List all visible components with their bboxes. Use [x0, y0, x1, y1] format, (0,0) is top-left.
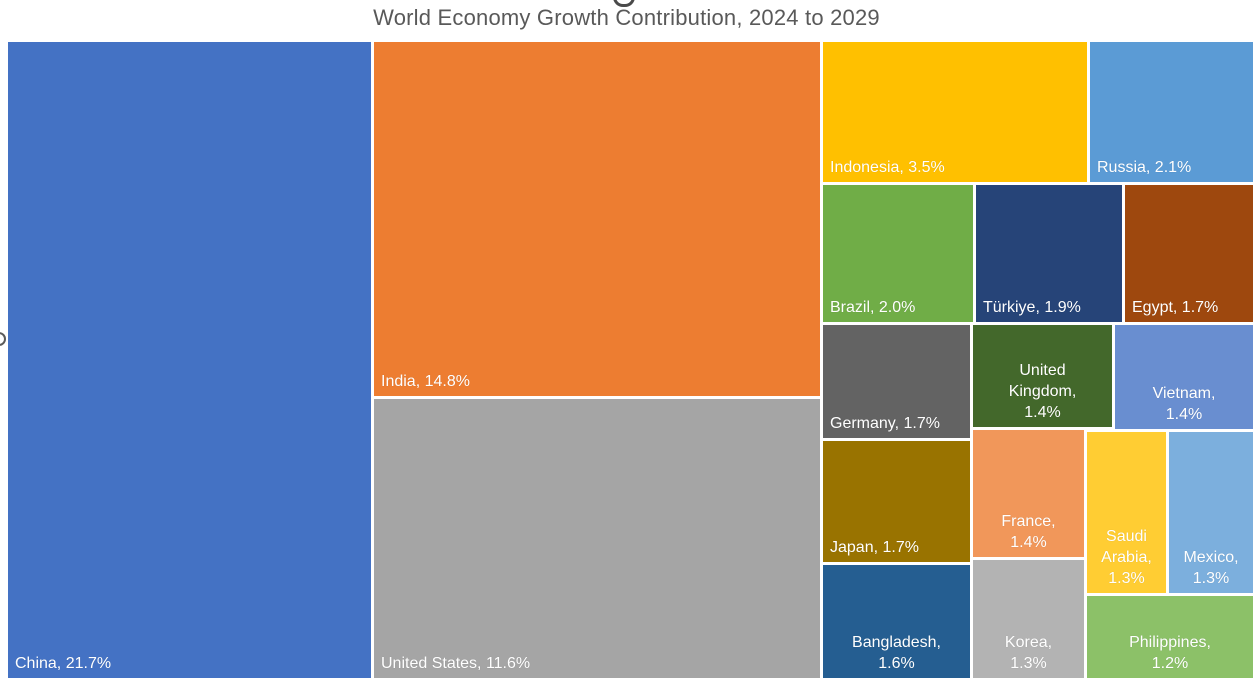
treemap-cell-label-mexico: Mexico, 1.3% [1183, 548, 1239, 587]
treemap-cell-label-egypt: Egypt, 1.7% [1132, 298, 1219, 316]
treemap-cell-indonesia[interactable]: Indonesia, 3.5% [823, 42, 1087, 182]
treemap-cell-turkiye[interactable]: Türkiye, 1.9% [976, 185, 1122, 322]
treemap-cell-label-brazil: Brazil, 2.0% [830, 298, 916, 316]
treemap-cell-united-states[interactable]: United States, 11.6% [374, 399, 820, 678]
treemap-cell-vietnam[interactable]: Vietnam, 1.4% [1115, 325, 1253, 429]
treemap-cell-label-turkiye: Türkiye, 1.9% [983, 298, 1081, 316]
treemap-cell-korea[interactable]: Korea, 1.3% [973, 560, 1084, 678]
treemap-cell-label-united-kingdom: United Kingdom, 1.4% [1008, 361, 1077, 421]
treemap-cell-russia[interactable]: Russia, 2.1% [1090, 42, 1253, 182]
treemap-cell-japan[interactable]: Japan, 1.7% [823, 441, 970, 562]
treemap-cell-label-philippines: Philippines, 1.2% [1129, 633, 1211, 672]
treemap-cell-label-saudi-arabia: Saudi Arabia, 1.3% [1101, 527, 1152, 587]
treemap-cell-united-kingdom[interactable]: United Kingdom, 1.4% [973, 325, 1112, 427]
treemap-cell-mexico[interactable]: Mexico, 1.3% [1169, 432, 1253, 593]
treemap-cell-label-vietnam: Vietnam, 1.4% [1152, 384, 1216, 423]
treemap-cell-philippines[interactable]: Philippines, 1.2% [1087, 596, 1253, 678]
treemap-cell-label-indonesia: Indonesia, 3.5% [830, 158, 945, 176]
treemap-cell-egypt[interactable]: Egypt, 1.7% [1125, 185, 1253, 322]
treemap-cell-france[interactable]: France, 1.4% [973, 430, 1084, 557]
treemap-cell-label-china: China, 21.7% [15, 654, 112, 672]
treemap-cell-label-korea: Korea, 1.3% [1004, 633, 1053, 672]
treemap-cell-brazil[interactable]: Brazil, 2.0% [823, 185, 973, 322]
treemap-cell-label-japan: Japan, 1.7% [830, 538, 919, 556]
treemap-cell-saudi-arabia[interactable]: Saudi Arabia, 1.3% [1087, 432, 1166, 593]
treemap-cell-germany[interactable]: Germany, 1.7% [823, 325, 970, 438]
treemap-cell-label-united-states: United States, 11.6% [381, 654, 531, 672]
treemap-cell-india[interactable]: India, 14.8% [374, 42, 820, 396]
treemap-cell-label-france: France, 1.4% [1001, 512, 1056, 551]
chart-title: World Economy Growth Contribution, 2024 … [373, 5, 880, 30]
treemap-cell-label-bangladesh: Bangladesh, 1.6% [852, 633, 941, 672]
treemap-cell-label-russia: Russia, 2.1% [1097, 158, 1192, 176]
treemap-cell-label-germany: Germany, 1.7% [830, 414, 940, 432]
treemap-cell-china[interactable]: China, 21.7% [8, 42, 371, 678]
treemap-cell-label-india: India, 14.8% [381, 372, 470, 390]
treemap-cell-bangladesh[interactable]: Bangladesh, 1.6% [823, 565, 970, 678]
